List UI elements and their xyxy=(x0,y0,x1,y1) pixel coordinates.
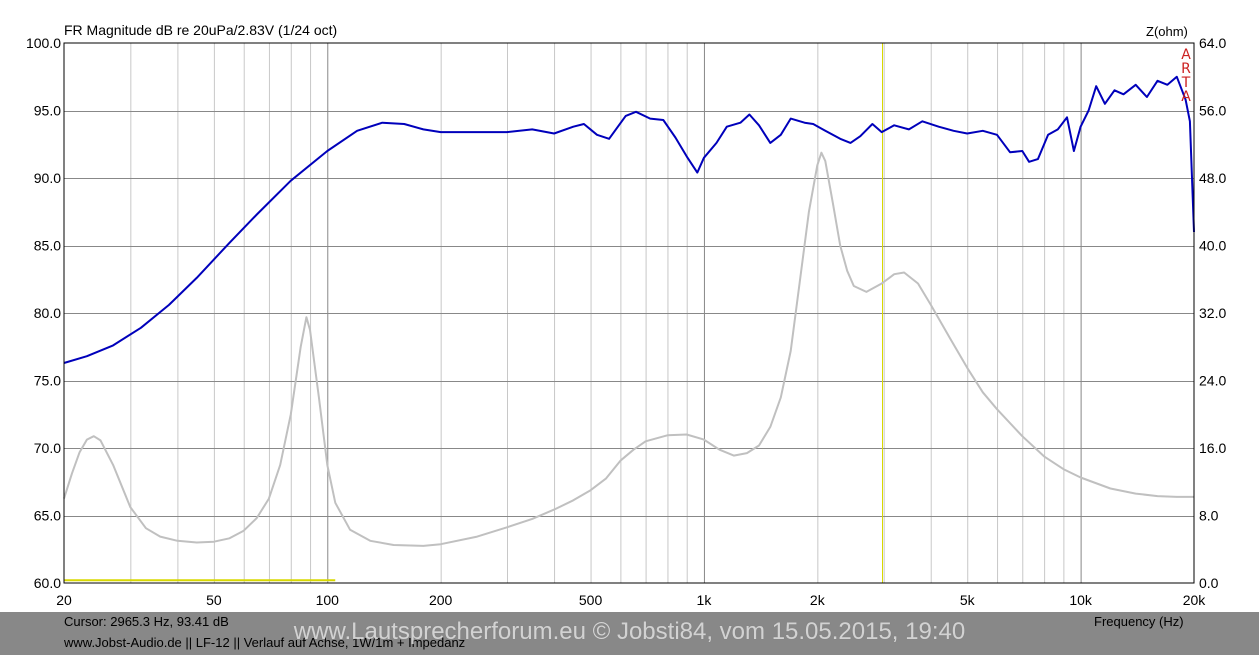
logo-letter: T xyxy=(1181,75,1191,91)
x-tick-label: 100 xyxy=(316,592,340,608)
x-tick-label: 50 xyxy=(206,592,222,608)
logo-letter: R xyxy=(1181,61,1191,77)
logo-letter: A xyxy=(1181,47,1191,63)
x-tick-label: 200 xyxy=(429,592,453,608)
y-tick-label: 60.0 xyxy=(34,575,61,591)
y2-tick-label: 8.0 xyxy=(1199,508,1219,524)
fr-magnitude-line xyxy=(63,75,1195,364)
x-tick-label: 5k xyxy=(960,592,976,608)
x-tick-label: 20k xyxy=(1183,592,1207,608)
y-tick-label: 100.0 xyxy=(26,35,61,51)
y2-tick-label: 64.0 xyxy=(1199,35,1226,51)
y2-tick-label: 48.0 xyxy=(1199,170,1226,186)
y2-tick-label: 16.0 xyxy=(1199,440,1226,456)
footer-info: www.Jobst-Audio.de || LF-12 || Verlauf a… xyxy=(64,635,466,650)
y-tick-label: 85.0 xyxy=(34,238,61,254)
y-tick-label: 70.0 xyxy=(34,440,61,456)
chart-title: FR Magnitude dB re 20uPa/2.83V (1/24 oct… xyxy=(64,22,338,38)
watermark: www.Lautsprecherforum.eu © Jobsti84, vom… xyxy=(293,618,966,645)
footer-band xyxy=(0,612,1259,655)
impedance-line xyxy=(63,151,1194,547)
x-tick-label: 20 xyxy=(56,592,72,608)
x-tick-label: 2k xyxy=(810,592,826,608)
cursor-readout: Cursor: 2965.3 Hz, 93.41 dB xyxy=(64,614,229,629)
y-tick-label: 75.0 xyxy=(34,373,61,389)
y2-tick-label: 32.0 xyxy=(1199,305,1226,321)
arta-logo: A R T A xyxy=(1180,48,1192,104)
logo-letter: A xyxy=(1181,89,1191,105)
x-axis-title: Frequency (Hz) xyxy=(1094,614,1184,629)
y-tick-label: 95.0 xyxy=(34,103,61,119)
y-tick-label: 90.0 xyxy=(34,170,61,186)
grid-layer xyxy=(64,43,1194,583)
x-tick-label: 1k xyxy=(697,592,713,608)
x-tick-label: 10k xyxy=(1069,592,1093,608)
y2-tick-label: 40.0 xyxy=(1199,238,1226,254)
y-tick-label: 80.0 xyxy=(34,305,61,321)
x-tick-label: 500 xyxy=(579,592,603,608)
y2-tick-label: 24.0 xyxy=(1199,373,1226,389)
series-layer xyxy=(63,75,1195,547)
y2-tick-label: 56.0 xyxy=(1199,103,1226,119)
right-axis-title: Z(ohm) xyxy=(1146,24,1188,39)
plot-frame xyxy=(63,42,1195,584)
y-tick-label: 65.0 xyxy=(34,508,61,524)
y2-tick-label: 0.0 xyxy=(1199,575,1219,591)
tick-layer: 60.0 65.0 70.0 75.0 80.0 85.0 90.0 95.0 100.0 0.0… xyxy=(26,35,1227,608)
